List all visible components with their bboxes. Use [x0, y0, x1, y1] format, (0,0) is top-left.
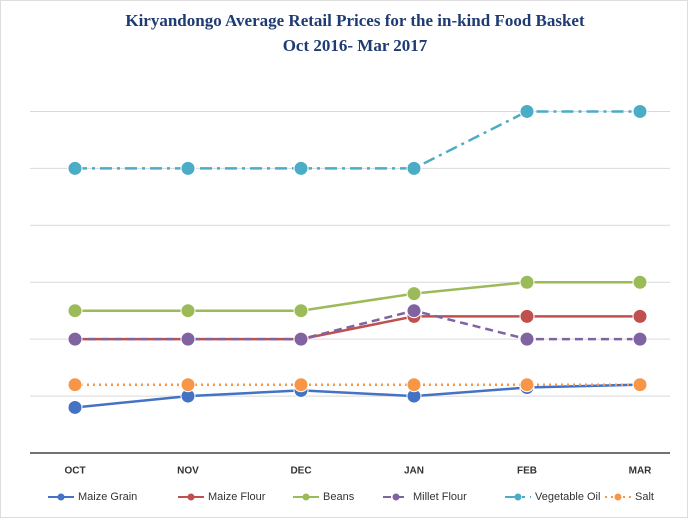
point — [67, 399, 83, 415]
point — [67, 303, 83, 319]
x-tick-label: JAN — [404, 466, 424, 477]
point — [519, 308, 535, 324]
series-line — [74, 383, 641, 409]
point — [632, 331, 648, 347]
series-line — [75, 309, 640, 341]
point — [406, 377, 422, 393]
point — [180, 160, 196, 176]
point — [67, 331, 83, 347]
x-tick-label: OCT — [64, 466, 85, 477]
point — [632, 274, 648, 290]
legend-label: Beans — [323, 491, 355, 503]
point — [406, 303, 422, 319]
point — [180, 377, 196, 393]
chart-subtitle: Oct 2016- Mar 2017 — [283, 36, 428, 55]
point — [519, 274, 535, 290]
point — [67, 377, 83, 393]
legend-marker — [614, 493, 622, 501]
legend-marker — [187, 493, 195, 501]
point — [519, 331, 535, 347]
x-tick-label: NOV — [177, 466, 199, 477]
point — [293, 377, 309, 393]
point — [180, 331, 196, 347]
legend-marker — [302, 493, 310, 501]
legend-label: Vegetable Oil — [535, 491, 600, 503]
point — [632, 103, 648, 119]
x-tick-label: FEB — [517, 466, 537, 477]
series-line — [75, 110, 640, 170]
legend-marker — [514, 493, 522, 501]
legend-label: Millet Flour — [413, 491, 467, 503]
legend-label: Maize Flour — [208, 491, 266, 503]
point — [67, 160, 83, 176]
x-tick-label: MAR — [629, 466, 653, 477]
chart-title: Kiryandongo Average Retail Prices for th… — [125, 11, 585, 30]
x-tick-label: DEC — [290, 466, 311, 477]
point — [406, 286, 422, 302]
point — [519, 377, 535, 393]
legend-marker — [57, 493, 65, 501]
legend-label: Maize Grain — [78, 491, 137, 503]
point — [180, 303, 196, 319]
point — [632, 377, 648, 393]
point — [406, 160, 422, 176]
point — [632, 308, 648, 324]
series-line — [75, 280, 640, 312]
legend-marker — [392, 493, 400, 501]
point — [293, 331, 309, 347]
point — [293, 160, 309, 176]
point — [293, 303, 309, 319]
legend-label: Salt — [635, 491, 654, 503]
point — [519, 103, 535, 119]
